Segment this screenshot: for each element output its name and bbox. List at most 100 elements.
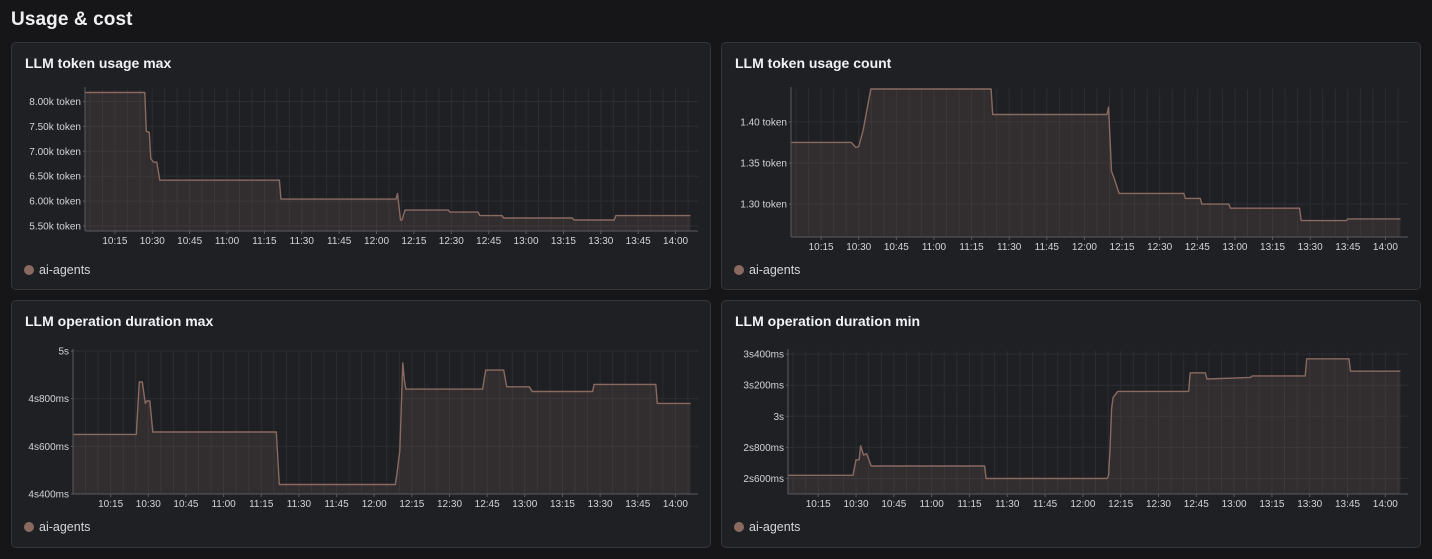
x-tick-label: 11:45 [327,236,352,247]
y-tick-label: 5s [58,347,69,358]
x-tick-label: 12:00 [364,236,389,247]
x-tick-label: 11:45 [1035,242,1060,253]
x-tick-label: 10:45 [177,236,202,247]
x-tick-label: 11:30 [287,499,312,510]
x-tick-label: 14:00 [663,236,688,247]
legend[interactable]: ai-agents [24,263,90,277]
y-tick-label: 4s400ms [28,490,69,501]
x-tick-label: 12:00 [362,499,387,510]
x-tick-label: 13:45 [1335,499,1360,510]
x-tick-label: 12:30 [1146,499,1171,510]
series-line [85,91,691,221]
x-tick-label: 12:45 [475,499,500,510]
x-tick-label: 10:45 [173,499,198,510]
series-line [791,88,1401,222]
y-tick-label: 2s600ms [743,474,784,485]
x-tick-label: 13:00 [514,236,539,247]
legend-dot-icon [24,265,34,275]
series-area [788,358,1401,494]
y-tick-label: 6.00k token [29,197,81,208]
legend[interactable]: ai-agents [24,520,90,534]
x-tick-label: 12:00 [1072,242,1097,253]
x-tick-label: 13:00 [512,499,537,510]
x-tick-label: 11:15 [252,236,277,247]
x-tick-label: 11:30 [995,499,1020,510]
x-tick-label: 13:15 [551,236,576,247]
x-tick-label: 11:00 [920,499,945,510]
x-tick-label: 14:00 [1373,242,1398,253]
x-tick-label: 13:00 [1222,242,1247,253]
legend[interactable]: ai-agents [734,263,800,277]
x-tick-label: 13:30 [1297,499,1322,510]
x-tick-label: 12:00 [1070,499,1095,510]
panel-title: LLM token usage max [25,55,172,71]
x-tick-label: 13:45 [626,236,651,247]
x-tick-label: 10:30 [846,242,871,253]
panel-llm-token-usage-count[interactable]: LLM token usage count 1.30 token 1.35 tok… [721,42,1421,290]
panel-title: LLM token usage count [735,55,892,71]
x-tick-label: 13:15 [550,499,575,510]
chart-token-usage-count[interactable]: 1.30 token 1.35 token 1.40 token 10:15 10:30… [722,43,1422,291]
y-tick-label: 5.50k token [29,222,81,233]
x-tick-label: 12:15 [401,236,426,247]
legend-dot-icon [734,265,744,275]
x-tick-label: 11:30 [997,242,1022,253]
x-tick-label: 11:00 [211,499,236,510]
panel-llm-operation-duration-min[interactable]: LLM operation duration min 2s600ms 2s800m… [721,300,1421,548]
section-title: Usage & cost [11,9,133,30]
panel-llm-operation-duration-max[interactable]: LLM operation duration max 4s400ms 4s600m… [11,300,711,548]
x-tick-label: 12:45 [476,236,501,247]
x-tick-label: 12:30 [439,236,464,247]
y-tick-label: 6.50k token [29,172,81,183]
x-tick-label: 11:45 [324,499,349,510]
x-tick-label: 10:15 [806,499,831,510]
chart-duration-max[interactable]: 4s400ms 4s600ms 4s800ms 5s 10:15 10:30 10:45 11… [12,301,712,549]
x-tick-label: 11:15 [957,499,982,510]
legend[interactable]: ai-agents [734,520,800,534]
chart-token-usage-max[interactable]: 5.50k token 6.00k token 6.50k token 7.00k t… [12,43,712,291]
x-tick-label: 12:15 [1110,242,1135,253]
legend-dot-icon [734,522,744,532]
series-line [788,358,1401,480]
legend-label: ai-agents [39,520,91,534]
y-tick-label: 1.35 token [740,159,787,170]
x-tick-label: 11:00 [215,236,240,247]
x-tick-label: 14:00 [1373,499,1398,510]
x-tick-label: 11:00 [922,242,947,253]
x-tick-label: 11:30 [290,236,315,247]
legend-dot-icon [24,522,34,532]
series-area [73,362,691,494]
x-tick-label: 10:30 [140,236,165,247]
x-tick-label: 14:00 [663,499,688,510]
x-tick-label: 13:30 [588,236,613,247]
x-tick-label: 11:15 [959,242,984,253]
x-tick-label: 10:30 [844,499,869,510]
x-tick-label: 13:30 [588,499,613,510]
y-tick-label: 1.40 token [740,117,787,128]
series-area [791,89,1401,237]
x-tick-label: 12:45 [1184,499,1209,510]
panel-llm-token-usage-max[interactable]: LLM token usage max 5.50k token 6.00k tok… [11,42,711,290]
x-tick-label: 13:15 [1259,499,1284,510]
y-tick-label: 7.00k token [29,147,81,158]
x-tick-label: 10:15 [102,236,127,247]
x-tick-label: 10:15 [809,242,834,253]
panel-title: LLM operation duration min [735,313,921,329]
x-tick-label: 13:45 [625,499,650,510]
x-tick-label: 13:15 [1260,242,1285,253]
y-tick-label: 1.30 token [740,200,787,211]
x-tick-label: 11:15 [249,499,274,510]
x-tick-label: 13:30 [1298,242,1323,253]
y-tick-label: 8.00k token [29,97,81,108]
x-tick-label: 10:45 [884,242,909,253]
y-tick-label: 3s400ms [743,350,784,361]
panel-title: LLM operation duration max [25,313,214,329]
y-tick-label: 3s [773,412,784,423]
legend-label: ai-agents [749,520,801,534]
y-tick-label: 4s800ms [28,394,69,405]
x-tick-label: 13:00 [1222,499,1247,510]
series-area [85,92,691,231]
x-tick-label: 12:15 [1108,499,1133,510]
y-tick-label: 3s200ms [743,381,784,392]
chart-duration-min[interactable]: 2s600ms 2s800ms 3s 3s200ms 3s400ms 10:15 10:30… [722,301,1422,549]
